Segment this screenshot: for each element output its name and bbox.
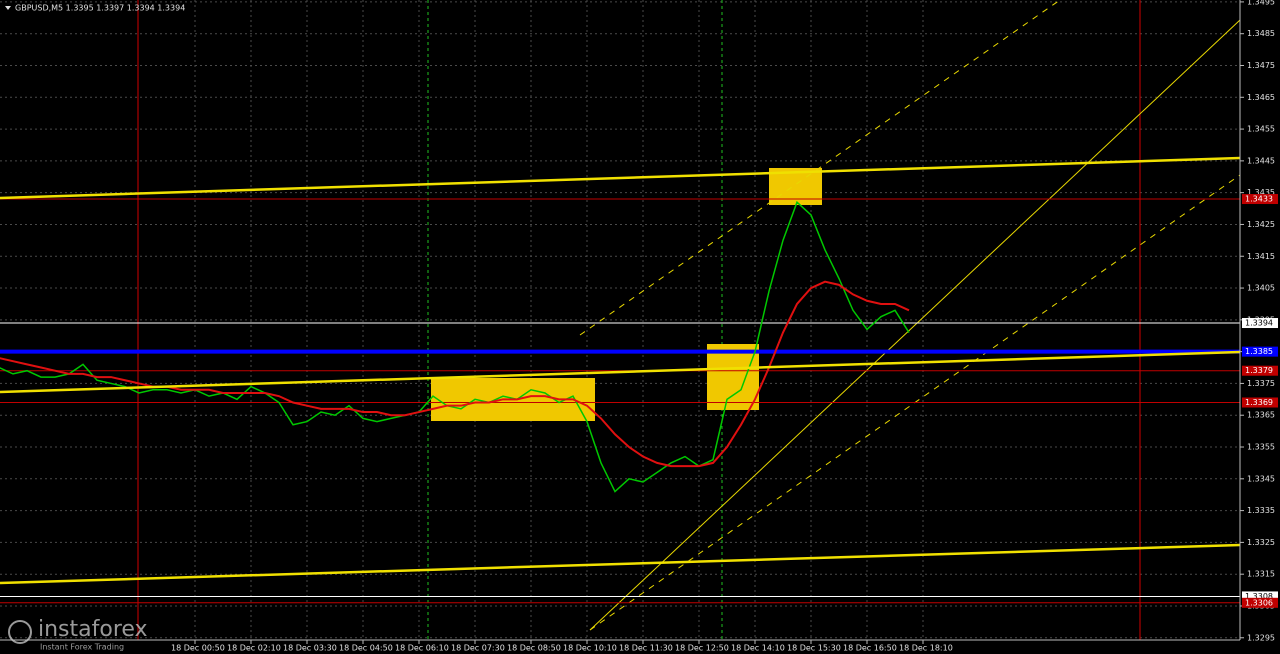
y-tick-label: 1.3405 xyxy=(1247,284,1275,293)
y-tick-label: 1.3495 xyxy=(1247,0,1275,6)
level-label: 1.3379 xyxy=(1245,366,1273,375)
y-tick-label: 1.3335 xyxy=(1247,506,1275,515)
level-tag xyxy=(1242,318,1278,329)
x-tick-label: 18 Dec 16:50 xyxy=(843,644,897,653)
level-tag xyxy=(1242,397,1278,408)
x-tick-label: 18 Dec 14:10 xyxy=(731,644,785,653)
level-tag xyxy=(1242,346,1278,357)
x-tick-label: 18 Dec 04:50 xyxy=(339,644,393,653)
level-label: 1.3394 xyxy=(1245,319,1273,328)
y-tick-label: 1.3445 xyxy=(1247,156,1275,165)
y-tick-label: 1.3475 xyxy=(1247,61,1275,70)
y-tick-label: 1.3345 xyxy=(1247,474,1275,483)
x-tick-label: 18 Dec 11:30 xyxy=(619,644,673,653)
axis-labels: 1.32951.33051.33151.33251.33351.33451.33… xyxy=(171,0,1278,653)
levels xyxy=(0,198,1240,604)
x-tick-label: 18 Dec 08:50 xyxy=(507,644,561,653)
level-label: 1.3308 xyxy=(1245,592,1273,601)
price-line xyxy=(0,200,910,493)
level-label: 1.3385 xyxy=(1245,347,1273,356)
y-tick-label: 1.3435 xyxy=(1247,188,1275,197)
y-tick-label: 1.3315 xyxy=(1247,570,1275,579)
brand: instaforex xyxy=(38,617,148,642)
watermark: instaforex Instant Forex Trading xyxy=(8,617,148,652)
y-tick-label: 1.3325 xyxy=(1247,538,1275,547)
chart-title: GBPUSD,M5 1.3395 1.3397 1.3394 1.3394 xyxy=(15,4,185,13)
x-tick-label: 18 Dec 00:50 xyxy=(171,644,225,653)
x-tick-label: 18 Dec 18:10 xyxy=(899,644,953,653)
y-tick-label: 1.3375 xyxy=(1247,379,1275,388)
level-tag xyxy=(1242,591,1278,602)
y-tick-label: 1.3355 xyxy=(1247,443,1275,452)
level-label: 1.3433 xyxy=(1245,195,1273,204)
x-tick-label: 18 Dec 02:10 xyxy=(227,644,281,653)
y-tick-label: 1.3295 xyxy=(1247,633,1275,642)
level-label: 1.3306 xyxy=(1245,598,1273,607)
grid xyxy=(0,0,1240,640)
y-tick-label: 1.3415 xyxy=(1247,252,1275,261)
x-tick-label: 18 Dec 03:30 xyxy=(283,644,337,653)
x-tick-label: 18 Dec 15:30 xyxy=(787,644,841,653)
level-tag xyxy=(1242,194,1278,205)
y-tick-label: 1.3455 xyxy=(1247,125,1275,134)
y-tick-label: 1.3485 xyxy=(1247,29,1275,38)
level-tag xyxy=(1242,365,1278,376)
x-tick-label: 18 Dec 06:10 xyxy=(395,644,449,653)
x-tick-label: 18 Dec 10:10 xyxy=(563,644,617,653)
level-label: 1.3369 xyxy=(1245,398,1273,407)
signal-box xyxy=(707,344,759,410)
y-tick-label: 1.3465 xyxy=(1247,93,1275,102)
level-tag xyxy=(1242,597,1278,608)
symbol-icon xyxy=(5,6,11,10)
x-tick-label: 18 Dec 12:50 xyxy=(675,644,729,653)
tagline: Instant Forex Trading xyxy=(40,643,124,652)
x-tick-label: 18 Dec 07:30 xyxy=(451,644,505,653)
y-tick-label: 1.3365 xyxy=(1247,411,1275,420)
logo xyxy=(8,620,32,644)
y-tick-label: 1.3425 xyxy=(1247,220,1275,229)
trend-lines xyxy=(0,156,1241,585)
